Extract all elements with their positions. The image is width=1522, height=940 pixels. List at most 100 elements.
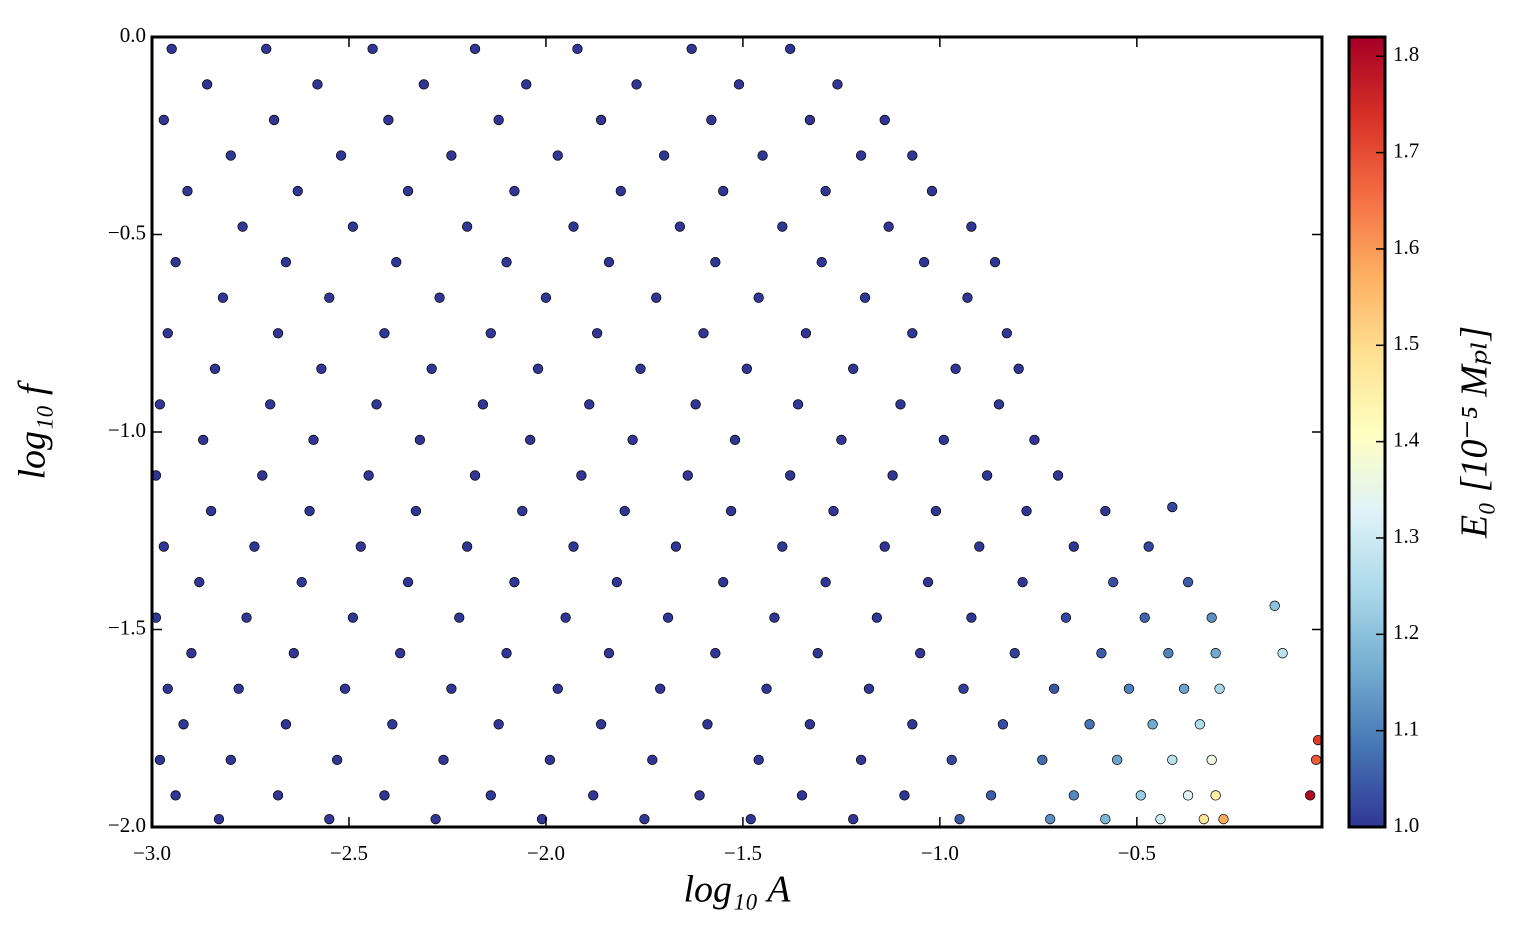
point: [848, 363, 859, 374]
point: [525, 434, 536, 446]
point: [828, 505, 839, 517]
point: [753, 292, 764, 303]
point: [152, 470, 162, 481]
point: [379, 790, 390, 801]
point: [682, 470, 693, 481]
point: [162, 328, 173, 339]
colorbar-tick-label: 1.8: [1393, 42, 1419, 66]
colorbar-tick-label: 1.4: [1393, 427, 1420, 451]
point: [379, 328, 390, 339]
point: [718, 185, 729, 197]
point: [603, 257, 615, 268]
point: [178, 719, 189, 730]
point: [410, 505, 422, 517]
point: [674, 221, 686, 232]
point: [647, 754, 658, 765]
point: [501, 257, 512, 268]
point: [761, 683, 772, 694]
point: [462, 541, 473, 552]
point: [241, 612, 252, 623]
point: [387, 719, 398, 730]
point: [469, 470, 481, 481]
point: [292, 185, 303, 197]
point: [170, 790, 181, 801]
point: [1155, 813, 1166, 825]
point: [800, 328, 812, 339]
x-tick-label: −2.5: [330, 841, 368, 865]
colorbar-tick-label: 1.7: [1393, 138, 1419, 162]
point: [186, 648, 197, 659]
point: [477, 399, 489, 410]
colorbar-tick-label: 1.1: [1393, 716, 1419, 740]
point: [198, 434, 209, 446]
point: [651, 292, 662, 303]
point: [402, 576, 414, 588]
point: [462, 221, 473, 232]
point: [899, 790, 910, 801]
point: [296, 576, 307, 588]
point: [217, 292, 229, 303]
point: [1013, 363, 1024, 374]
point: [938, 434, 949, 446]
point: [895, 399, 906, 410]
point: [572, 43, 583, 54]
point: [225, 754, 236, 765]
colorbar-label: E₀ [10⁻⁵ Mₚₗ]: [1454, 326, 1496, 539]
point: [1214, 683, 1225, 694]
point: [930, 505, 942, 517]
point: [371, 399, 382, 410]
point: [670, 541, 682, 552]
x-axis-label: log₁₀ A: [683, 869, 791, 911]
point: [698, 328, 709, 339]
point: [757, 150, 768, 161]
colorbar-tick-label: 1.0: [1393, 813, 1419, 837]
colorbar: [1347, 35, 1387, 829]
point: [966, 221, 977, 232]
point: [989, 257, 1001, 268]
point: [249, 541, 260, 552]
point: [804, 719, 816, 730]
point: [194, 576, 205, 588]
point: [540, 292, 552, 303]
point: [694, 790, 705, 801]
point: [154, 399, 166, 410]
point: [918, 257, 930, 268]
point: [907, 150, 918, 161]
point: [1001, 328, 1012, 339]
point: [883, 221, 894, 232]
y-tick-label: −1.5: [108, 615, 146, 639]
point: [272, 328, 284, 339]
point: [915, 648, 926, 659]
point: [1068, 790, 1079, 801]
point: [560, 612, 571, 623]
point: [158, 541, 169, 552]
point: [268, 114, 280, 126]
point: [926, 185, 938, 197]
point: [280, 719, 292, 730]
point: [603, 648, 615, 659]
point: [615, 185, 626, 197]
point: [879, 114, 890, 126]
point: [324, 813, 335, 825]
point: [725, 505, 737, 517]
point: [662, 612, 674, 623]
point: [367, 43, 378, 54]
point: [907, 328, 918, 339]
x-tick-label: −1.5: [724, 841, 762, 865]
point: [1182, 790, 1194, 801]
point: [1182, 576, 1194, 588]
point: [592, 328, 603, 339]
point: [426, 363, 437, 374]
point: [395, 648, 406, 659]
point: [402, 185, 414, 197]
point: [280, 257, 292, 268]
point: [347, 612, 359, 623]
point: [1045, 813, 1056, 825]
point: [446, 150, 457, 161]
point: [237, 221, 248, 232]
point: [363, 470, 374, 481]
point: [233, 683, 244, 694]
y-tick-label: −2.0: [108, 813, 146, 837]
point: [1194, 719, 1206, 730]
points: [152, 43, 1322, 825]
